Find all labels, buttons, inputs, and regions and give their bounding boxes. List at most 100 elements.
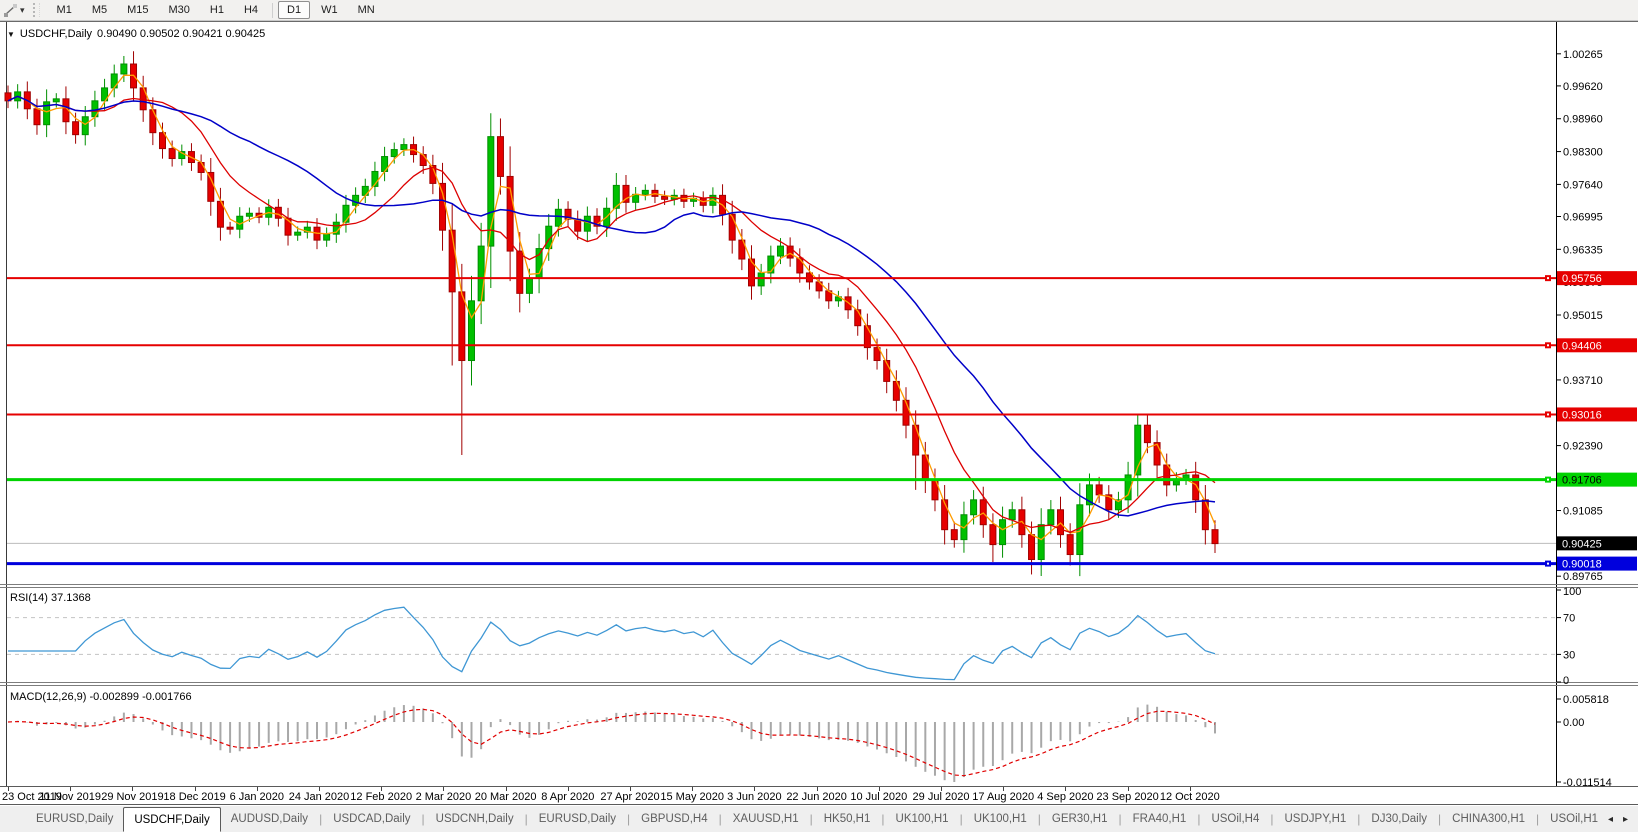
tab-gbpusd-h4[interactable]: GBPUSD,H4: [641, 812, 708, 825]
candle-body: [863, 325, 871, 349]
tab-hk50-h1[interactable]: HK50,H1: [823, 812, 871, 825]
candle-body: [970, 499, 978, 516]
date-axis-label: 23 Sep 2020: [1096, 791, 1159, 803]
draw-tool-group[interactable]: ▾: [0, 3, 28, 18]
candle-body: [1037, 524, 1045, 561]
macd-axis-label: 0.005818: [1563, 694, 1609, 706]
tab-eurusd-daily[interactable]: EURUSD,Daily: [36, 812, 114, 825]
tab-xauusd-h1[interactable]: XAUUSD,H1: [732, 812, 799, 825]
candle-body: [554, 208, 562, 227]
line-tool-icon[interactable]: [3, 3, 18, 18]
candle-body: [1201, 499, 1209, 531]
date-tick: [567, 787, 569, 791]
date-axis-label: 17 Aug 2020: [972, 791, 1035, 803]
candle-body: [796, 257, 804, 274]
tab-audusd-daily[interactable]: AUDUSD,Daily: [230, 812, 309, 825]
date-axis-label: 29 Jul 2020: [912, 791, 970, 803]
date-axis-label: 3 Jun 2020: [727, 791, 782, 803]
date-tick: [630, 787, 631, 791]
timeframe-button-w1[interactable]: W1: [312, 1, 347, 19]
timeframe-button-m1[interactable]: M1: [48, 1, 81, 19]
tab-uk100-h1[interactable]: UK100,H1: [895, 812, 949, 825]
tab-divider: |: [627, 812, 631, 826]
candle-body: [1192, 474, 1200, 501]
timeframe-button-m30[interactable]: M30: [160, 1, 199, 19]
tab-divider: |: [1197, 812, 1201, 826]
macd-label: MACD(12,26,9) -0.002899 -0.001766: [10, 691, 192, 703]
timeframe-button-h1[interactable]: H1: [201, 1, 233, 19]
tab-scroll-left-icon[interactable]: ◂: [1607, 813, 1613, 825]
candle-body: [506, 175, 514, 252]
date-axis-label: 15 May 2020: [660, 791, 724, 803]
ma-medium-line: [7, 95, 1216, 534]
tab-china300-h1[interactable]: CHINA300,H1: [1452, 812, 1526, 825]
timeframe-button-m5[interactable]: M5: [83, 1, 116, 19]
date-tick: [443, 787, 445, 791]
tab-usdchf-daily[interactable]: USDCHF,Daily: [123, 806, 221, 832]
date-tick: [1189, 787, 1191, 791]
candle-body: [902, 399, 910, 426]
date-axis-label: 23 Oct 2019: [2, 791, 62, 803]
price-axis-label: 1.00265: [1563, 49, 1603, 61]
chart-menu-triangle-icon[interactable]: ▼: [7, 29, 15, 39]
tab-scroll-right-icon[interactable]: ▸: [1622, 813, 1628, 825]
candle-body: [72, 121, 80, 136]
candle-body: [197, 162, 205, 173]
candle-body: [989, 524, 997, 546]
price-axis-label: 0.96335: [1563, 244, 1603, 256]
tab-usoil-h1[interactable]: USOil,H1: [1550, 812, 1599, 825]
toolbar-grip-handle[interactable]: [32, 3, 40, 17]
rsi-line: [8, 606, 1216, 681]
macd-signal-line: [7, 708, 1216, 777]
price-axis-label: 0.92390: [1563, 441, 1603, 453]
rsi-axis-label: 0: [1563, 675, 1569, 687]
candle-body: [52, 98, 60, 103]
candle-body: [622, 184, 630, 203]
hline-price-badge: [1557, 338, 1637, 353]
candle-body: [458, 291, 466, 362]
tab-eurusd-daily[interactable]: EURUSD,Daily: [538, 812, 617, 825]
hline-handle-center: [1547, 478, 1549, 481]
candle-body: [1066, 534, 1074, 556]
candle-body: [1114, 499, 1122, 511]
tab-usdcad-daily[interactable]: USDCAD,Daily: [333, 812, 411, 825]
candle-body: [583, 215, 591, 232]
candle-body: [516, 250, 524, 294]
tab-usoil-h4[interactable]: USOil,H4: [1211, 812, 1260, 825]
tab-ger30-h1[interactable]: GER30,H1: [1051, 812, 1108, 825]
candle-body: [477, 245, 485, 302]
candle-body: [352, 194, 360, 206]
ma-fast-line: [7, 74, 1216, 541]
chart-window[interactable]: ▼ USDCHF,Daily 0.90490 0.90502 0.90421 0…: [0, 21, 1638, 787]
timeframe-button-m15[interactable]: M15: [118, 1, 157, 19]
date-axis-label: 29 Nov 2019: [101, 791, 164, 803]
date-axis-label: 4 Sep 2020: [1037, 791, 1094, 803]
tab-dj30-daily[interactable]: DJ30,Daily: [1371, 812, 1428, 825]
price-chart-svg[interactable]: 1.00265 0.99620 0.98960 0.98300 0.97640 0.969…: [0, 22, 1638, 787]
timeframe-button-mn[interactable]: MN: [349, 1, 384, 19]
hline-price-badge: [1557, 472, 1637, 487]
date-axis[interactable]: 23 Oct 2019 11 Nov 2019 29 Nov 2019 18 Dec …: [0, 786, 1638, 805]
tab-divider: |: [959, 812, 963, 826]
price-axis-label: 0.97640: [1563, 179, 1603, 191]
candle-body: [950, 529, 958, 541]
macd-axis-label: -0.011514: [1563, 777, 1612, 787]
candle-body: [303, 226, 311, 233]
tab-divider: |: [809, 812, 813, 826]
macd-axis-label: 0.00: [1563, 717, 1584, 729]
hline-handle-center: [1547, 277, 1549, 280]
hline-price-badge-text: 0.93016: [1562, 409, 1602, 421]
tab-uk100-h1[interactable]: UK100,H1: [973, 812, 1027, 825]
timeframe-button-h4[interactable]: H4: [235, 1, 267, 19]
timeframe-button-d1[interactable]: D1: [278, 1, 311, 19]
rsi-label: RSI(14) 37.1368: [10, 592, 91, 604]
candle-body: [439, 182, 447, 231]
tab-usdcnh-daily[interactable]: USDCNH,Daily: [435, 812, 514, 825]
tool-dropdown-caret-icon[interactable]: ▾: [20, 4, 25, 15]
tab-usdjpy-h1[interactable]: USDJPY,H1: [1284, 812, 1347, 825]
tab-fra40-h1[interactable]: FRA40,H1: [1132, 812, 1187, 825]
candle-body: [245, 212, 253, 217]
candle-body: [4, 92, 12, 102]
candle-body: [1047, 509, 1055, 526]
top-toolbar: ▾ M1 M5 M15 M30 H1 H4 D1 W1 MN: [0, 0, 1638, 21]
